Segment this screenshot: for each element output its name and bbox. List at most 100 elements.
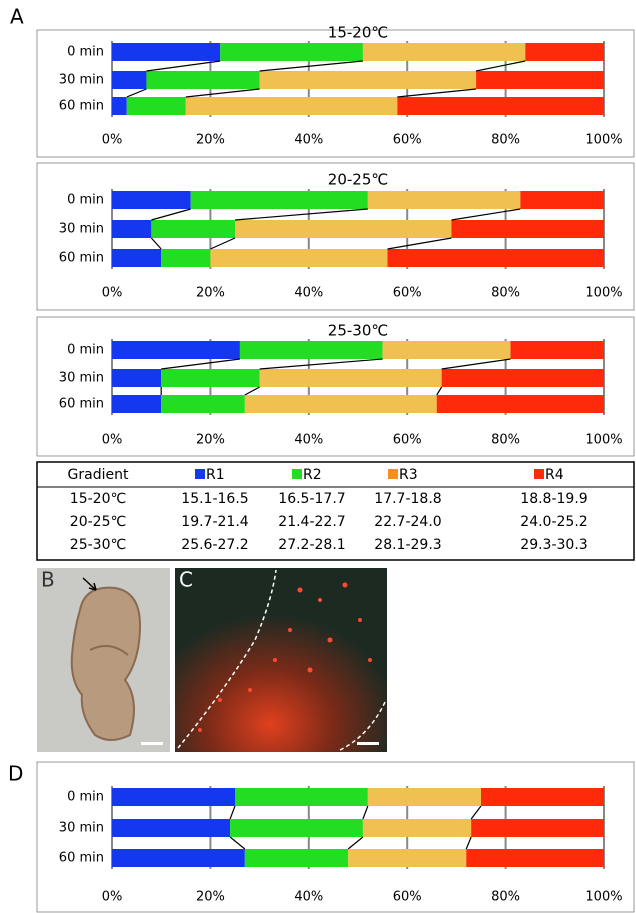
y-tick-label: 30 min <box>59 371 104 386</box>
bar-segment <box>260 369 442 387</box>
table-cell: 17.7-18.8 <box>374 491 441 507</box>
x-tick-label: 60% <box>393 133 422 148</box>
x-tick-label: 0% <box>102 286 123 301</box>
table-header: Gradient <box>68 467 129 483</box>
x-tick-label: 40% <box>294 890 323 905</box>
x-tick-label: 20% <box>196 286 225 301</box>
bar-segment <box>112 819 230 837</box>
bar-segment <box>397 97 604 115</box>
connector <box>388 238 452 249</box>
bar-segment <box>451 220 604 238</box>
bar-segment <box>245 849 348 867</box>
x-tick-label: 100% <box>585 133 622 148</box>
table-cell: 21.4-22.7 <box>278 514 345 530</box>
panel-label: C <box>179 568 193 592</box>
x-tick-label: 60% <box>393 890 422 905</box>
x-tick-label: 0% <box>102 890 123 905</box>
bar-segment <box>525 43 604 61</box>
connector <box>230 837 245 849</box>
bar-segment <box>112 849 245 867</box>
bar-segment <box>520 191 604 209</box>
bar-segment <box>161 369 259 387</box>
bar-segment <box>466 849 604 867</box>
x-tick-label: 0% <box>102 133 123 148</box>
chart-title: 25-30℃ <box>328 322 388 340</box>
connector <box>245 387 260 395</box>
bar-segment <box>363 819 471 837</box>
legend-swatch <box>292 469 302 479</box>
table-header: R4 <box>545 467 564 483</box>
y-tick-label: 60 min <box>59 99 104 114</box>
connector <box>348 837 363 849</box>
bar-segment <box>112 191 191 209</box>
x-tick-label: 0% <box>102 433 123 448</box>
table-cell: 29.3-30.3 <box>520 537 587 553</box>
bar-segment <box>112 341 240 359</box>
bar-segment <box>368 788 481 806</box>
photo-b <box>37 568 170 752</box>
bar-segment <box>235 788 368 806</box>
y-tick-label: 60 min <box>59 397 104 412</box>
table-cell: 15-20℃ <box>70 491 126 507</box>
connector <box>260 359 383 369</box>
connector <box>260 61 363 71</box>
bar-segment <box>235 220 451 238</box>
y-tick-label: 0 min <box>67 343 104 358</box>
table-cell: 16.5-17.7 <box>278 491 345 507</box>
panel-label: D <box>8 762 23 786</box>
bar-segment <box>146 71 259 89</box>
bar-segment <box>368 191 521 209</box>
bar-segment <box>260 71 476 89</box>
bar-segment <box>112 249 161 267</box>
bar-segment <box>112 788 235 806</box>
y-tick-label: 30 min <box>59 73 104 88</box>
x-tick-label: 60% <box>393 433 422 448</box>
legend-swatch <box>195 469 205 479</box>
x-tick-label: 60% <box>393 286 422 301</box>
connector <box>451 209 520 220</box>
bar-segment <box>511 341 604 359</box>
x-tick-label: 80% <box>491 286 520 301</box>
bar-segment <box>437 395 604 413</box>
connector <box>186 89 260 97</box>
legend-swatch <box>388 469 398 479</box>
bar-segment <box>481 788 604 806</box>
chart-title: 20-25℃ <box>328 171 388 189</box>
legend-swatch <box>534 469 544 479</box>
y-tick-label: 30 min <box>59 821 104 836</box>
connector <box>210 238 235 249</box>
x-tick-label: 100% <box>585 890 622 905</box>
table-cell: 19.7-21.4 <box>181 514 248 530</box>
chart-title: 15-20℃ <box>328 24 388 42</box>
y-tick-label: 0 min <box>67 790 104 805</box>
y-tick-label: 0 min <box>67 45 104 60</box>
bar-segment <box>471 819 604 837</box>
bar-segment <box>112 220 151 238</box>
x-tick-label: 20% <box>196 433 225 448</box>
table-cell: 24.0-25.2 <box>520 514 587 530</box>
figure: A B C D 15-20℃0%20%40%60%80%100%0 min30 … <box>0 0 636 913</box>
table-cell: 18.8-19.9 <box>520 491 587 507</box>
photo-c <box>175 568 387 752</box>
y-tick-label: 0 min <box>67 193 104 208</box>
bar-segment <box>112 97 127 115</box>
bar-segment <box>220 43 363 61</box>
x-tick-label: 80% <box>491 890 520 905</box>
connector <box>230 806 235 819</box>
bar-segment <box>127 97 186 115</box>
table-header: R1 <box>206 467 225 483</box>
table-cell: 25.6-27.2 <box>181 537 248 553</box>
bar-segment <box>383 341 511 359</box>
x-tick-label: 40% <box>294 133 323 148</box>
table-cell: 25-30℃ <box>70 537 126 553</box>
y-tick-label: 60 min <box>59 851 104 866</box>
connector <box>476 61 525 71</box>
x-tick-label: 40% <box>294 286 323 301</box>
connector <box>146 61 220 71</box>
connector <box>437 387 442 395</box>
bar-segment <box>112 395 161 413</box>
connector <box>466 837 471 849</box>
x-tick-label: 20% <box>196 890 225 905</box>
panel-label: B <box>41 568 55 592</box>
table-header: R2 <box>303 467 322 483</box>
